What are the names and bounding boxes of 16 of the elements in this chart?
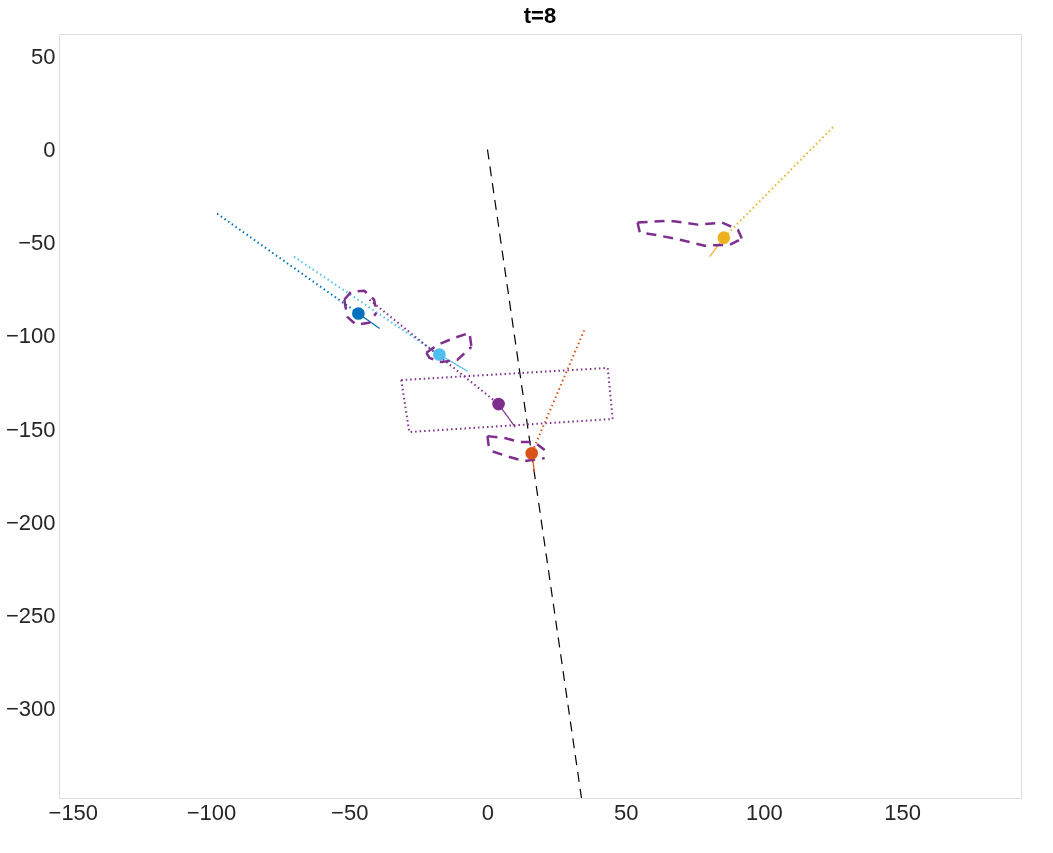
y-tick-label: −300 (5, 696, 56, 722)
x-tick-label: 150 (884, 799, 921, 825)
y-tick-label: −250 (5, 602, 56, 628)
x-tick-label: 100 (746, 799, 783, 825)
x-tick-label: −100 (186, 799, 237, 825)
y-tick-label: −100 (5, 323, 56, 349)
y-tick-label: 50 (31, 43, 56, 69)
x-tick-label: 50 (613, 799, 639, 825)
y-tick-label: −50 (18, 230, 56, 256)
x-tick-label: 0 (481, 799, 495, 825)
y-tick-label: −200 (5, 509, 56, 535)
y-tick-label: −150 (5, 416, 56, 442)
x-tick-label: −50 (331, 799, 369, 825)
chart-title: t=8 (523, 3, 557, 28)
x-tick-label: −150 (48, 799, 99, 825)
y-tick-label: 0 (43, 137, 56, 163)
